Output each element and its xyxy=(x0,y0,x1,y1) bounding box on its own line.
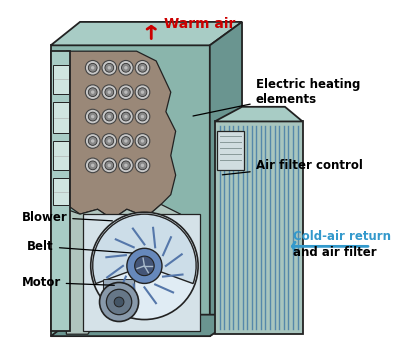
Circle shape xyxy=(107,289,132,315)
Circle shape xyxy=(114,297,124,307)
Circle shape xyxy=(119,85,133,99)
Circle shape xyxy=(119,158,133,173)
Circle shape xyxy=(124,90,128,94)
Circle shape xyxy=(91,212,198,320)
Polygon shape xyxy=(51,45,210,336)
Circle shape xyxy=(124,66,128,69)
Circle shape xyxy=(85,134,100,148)
Circle shape xyxy=(138,88,147,96)
Polygon shape xyxy=(83,214,200,331)
Circle shape xyxy=(141,66,144,69)
Circle shape xyxy=(121,88,130,96)
Circle shape xyxy=(138,136,147,145)
Text: Blower: Blower xyxy=(21,211,112,224)
Circle shape xyxy=(107,139,111,143)
Text: Warm air: Warm air xyxy=(164,17,235,31)
FancyBboxPatch shape xyxy=(217,131,244,170)
Circle shape xyxy=(91,163,95,167)
Polygon shape xyxy=(210,22,242,336)
Circle shape xyxy=(105,63,114,72)
Polygon shape xyxy=(51,22,242,45)
Circle shape xyxy=(141,139,144,143)
Circle shape xyxy=(135,109,150,124)
Circle shape xyxy=(85,85,100,99)
FancyBboxPatch shape xyxy=(53,141,69,170)
Circle shape xyxy=(91,90,95,94)
Circle shape xyxy=(105,136,114,145)
Circle shape xyxy=(119,60,133,75)
Polygon shape xyxy=(215,121,303,334)
Circle shape xyxy=(102,109,116,124)
Circle shape xyxy=(100,283,139,321)
FancyBboxPatch shape xyxy=(53,102,69,133)
Circle shape xyxy=(105,88,114,96)
Text: Belt: Belt xyxy=(27,240,132,253)
Text: Electric heating
elements: Electric heating elements xyxy=(193,78,360,116)
Circle shape xyxy=(88,161,97,170)
Circle shape xyxy=(105,161,114,170)
Text: Motor: Motor xyxy=(21,276,114,289)
Circle shape xyxy=(135,158,150,173)
Circle shape xyxy=(105,112,114,121)
FancyBboxPatch shape xyxy=(53,65,69,94)
Circle shape xyxy=(119,109,133,124)
Wedge shape xyxy=(93,214,196,284)
Circle shape xyxy=(107,66,111,69)
Circle shape xyxy=(138,161,147,170)
Circle shape xyxy=(107,90,111,94)
Circle shape xyxy=(138,112,147,121)
Circle shape xyxy=(91,115,95,118)
Circle shape xyxy=(85,60,100,75)
Circle shape xyxy=(121,112,130,121)
Circle shape xyxy=(127,248,162,283)
Circle shape xyxy=(107,115,111,118)
Circle shape xyxy=(121,136,130,145)
Circle shape xyxy=(141,90,144,94)
Circle shape xyxy=(124,163,128,167)
Circle shape xyxy=(119,134,133,148)
Polygon shape xyxy=(51,51,70,331)
Circle shape xyxy=(121,63,130,72)
Circle shape xyxy=(85,158,100,173)
Circle shape xyxy=(141,163,144,167)
Circle shape xyxy=(88,112,97,121)
Polygon shape xyxy=(215,107,303,121)
Circle shape xyxy=(102,134,116,148)
Text: Cold-air return: Cold-air return xyxy=(293,230,391,243)
Circle shape xyxy=(107,163,111,167)
Circle shape xyxy=(88,88,97,96)
Circle shape xyxy=(135,60,150,75)
Text: and air filter: and air filter xyxy=(293,246,376,259)
Circle shape xyxy=(135,256,154,276)
Circle shape xyxy=(138,63,147,72)
Circle shape xyxy=(102,60,116,75)
Circle shape xyxy=(102,85,116,99)
Circle shape xyxy=(135,134,150,148)
Circle shape xyxy=(91,66,95,69)
Polygon shape xyxy=(111,287,127,317)
Circle shape xyxy=(135,85,150,99)
Circle shape xyxy=(124,115,128,118)
Polygon shape xyxy=(66,51,176,219)
Text: Air filter control: Air filter control xyxy=(222,159,363,175)
Circle shape xyxy=(91,139,95,143)
FancyBboxPatch shape xyxy=(53,178,69,205)
Polygon shape xyxy=(51,315,242,336)
Circle shape xyxy=(124,139,128,143)
Circle shape xyxy=(85,109,100,124)
Circle shape xyxy=(141,115,144,118)
Circle shape xyxy=(102,158,116,173)
Polygon shape xyxy=(66,204,195,334)
Circle shape xyxy=(121,161,130,170)
FancyBboxPatch shape xyxy=(103,280,135,293)
Circle shape xyxy=(88,136,97,145)
Circle shape xyxy=(88,63,97,72)
